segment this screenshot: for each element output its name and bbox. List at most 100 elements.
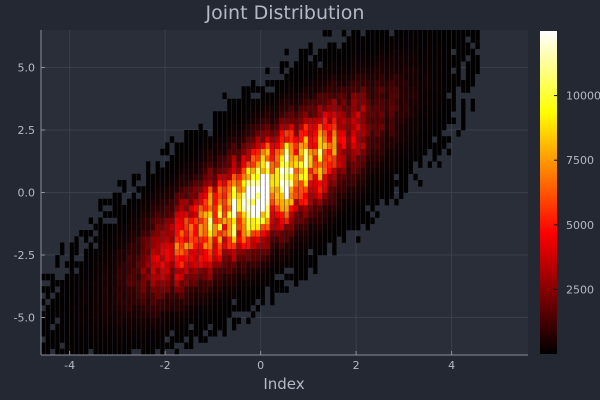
- heatmap-cell: [317, 55, 323, 62]
- heatmap-cell: [265, 111, 270, 118]
- heatmap-cell: [255, 217, 261, 225]
- heatmap-cell: [112, 267, 117, 275]
- heatmap-cell: [165, 148, 170, 156]
- heatmap-cell: [231, 317, 237, 325]
- heatmap-cell: [179, 336, 184, 343]
- heatmap-cell: [265, 123, 270, 131]
- heatmap-cell: [308, 192, 313, 200]
- heatmap-cell: [470, 30, 475, 37]
- heatmap-cell: [131, 198, 136, 206]
- heatmap-cell: [432, 55, 437, 62]
- heatmap-cell: [146, 336, 151, 343]
- heatmap-cell: [169, 292, 175, 300]
- heatmap-cell: [208, 161, 213, 168]
- heatmap-cell: [384, 167, 390, 175]
- heatmap-cell: [379, 105, 385, 112]
- heatmap-cell: [45, 292, 51, 300]
- heatmap-cell: [360, 80, 366, 87]
- heatmap-cell: [327, 105, 332, 112]
- heatmap-cell: [184, 161, 189, 168]
- heatmap-cell: [351, 186, 356, 193]
- heatmap-cell: [317, 86, 323, 93]
- heatmap-cell: [303, 192, 308, 200]
- heatmap-cell: [432, 80, 437, 87]
- heatmap-cell: [60, 298, 65, 306]
- heatmap-cell: [241, 161, 246, 168]
- heatmap-cell: [260, 280, 265, 287]
- heatmap-cell: [308, 186, 313, 193]
- heatmap-cell: [341, 161, 347, 168]
- heatmap-cell: [351, 136, 356, 143]
- heatmap-cell: [103, 236, 108, 243]
- heatmap-cell: [103, 280, 108, 287]
- heatmap-cell: [294, 211, 299, 218]
- heatmap-cell: [341, 205, 347, 212]
- heatmap-cell: [179, 230, 184, 237]
- heatmap-cell: [332, 161, 337, 168]
- heatmap-cell: [308, 261, 313, 268]
- heatmap-cell: [122, 248, 127, 256]
- heatmap-cell: [69, 261, 74, 268]
- heatmap-cell: [384, 55, 390, 62]
- heatmap-cell: [69, 342, 74, 350]
- heatmap-cell: [222, 155, 227, 162]
- heatmap-cell: [365, 180, 370, 187]
- heatmap-cell: [131, 223, 136, 231]
- heatmap-cell: [356, 130, 361, 137]
- heatmap-cell: [184, 342, 189, 350]
- heatmap-cell: [93, 323, 98, 331]
- heatmap-cell: [375, 142, 380, 150]
- heatmap-cell: [313, 186, 318, 193]
- heatmap-cell: [341, 155, 347, 162]
- heatmap-cell: [231, 286, 237, 293]
- heatmap-cell: [83, 292, 89, 300]
- heatmap-cell: [322, 48, 327, 56]
- heatmap-cell: [274, 205, 280, 212]
- heatmap-cell: [98, 348, 103, 356]
- heatmap-cell: [370, 111, 375, 118]
- heatmap-cell: [317, 236, 323, 243]
- heatmap-cell: [107, 273, 113, 281]
- heatmap-cell: [189, 286, 194, 293]
- heatmap-cell: [112, 211, 117, 218]
- heatmap-cell: [241, 180, 246, 187]
- heatmap-cell: [270, 186, 275, 193]
- heatmap-cell: [212, 248, 218, 256]
- heatmap-cell: [160, 198, 165, 206]
- heatmap-cell: [298, 148, 304, 156]
- heatmap-cell: [98, 198, 103, 206]
- heatmap-cell: [389, 86, 394, 93]
- heatmap-cell: [212, 198, 218, 206]
- heatmap-cell: [150, 248, 156, 256]
- heatmap-cell: [98, 261, 103, 268]
- heatmap-cell: [289, 223, 294, 231]
- heatmap-cell: [413, 42, 418, 50]
- heatmap-cell: [298, 192, 304, 200]
- heatmap-cell: [79, 311, 84, 318]
- heatmap-cell: [255, 173, 261, 181]
- heatmap-cell: [442, 136, 447, 143]
- heatmap-cell: [198, 280, 203, 287]
- heatmap-cell: [317, 80, 323, 87]
- heatmap-cell: [322, 211, 327, 218]
- heatmap-cell: [155, 267, 160, 275]
- heatmap-cell: [131, 173, 136, 181]
- heatmap-cell: [356, 211, 361, 218]
- heatmap-cell: [389, 105, 394, 112]
- heatmap-cell: [341, 73, 347, 81]
- heatmap-cell: [399, 98, 404, 106]
- heatmap-cell: [332, 136, 337, 143]
- heatmap-cell: [93, 286, 98, 293]
- heatmap-cell: [403, 180, 409, 187]
- heatmap-cell: [427, 111, 433, 118]
- heatmap-cell: [198, 148, 203, 156]
- heatmap-cell: [236, 286, 242, 293]
- colorbar-tick-label: 5000: [566, 219, 594, 232]
- heatmap-cell: [370, 148, 375, 156]
- heatmap-cell: [442, 123, 447, 131]
- heatmap-cell: [64, 286, 70, 293]
- heatmap-cell: [284, 211, 289, 218]
- heatmap-cell: [394, 148, 399, 156]
- heatmap-cell: [227, 123, 232, 131]
- heatmap-cell: [418, 61, 423, 68]
